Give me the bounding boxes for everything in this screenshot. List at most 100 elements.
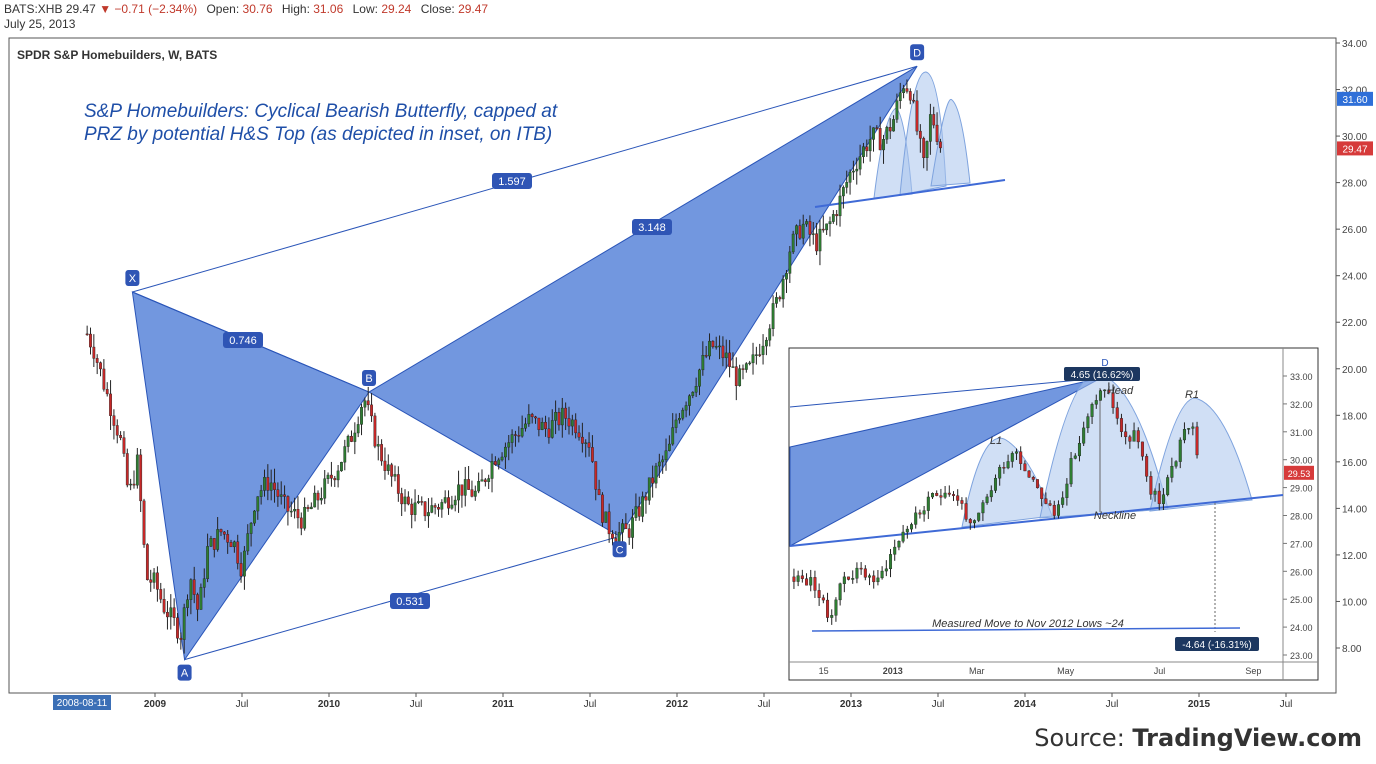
candle-body	[838, 583, 842, 601]
inset-x-tick-label: Mar	[969, 666, 985, 676]
candle-body	[875, 127, 879, 129]
candle-body	[564, 407, 568, 419]
x-tick-label: Jul	[932, 699, 945, 710]
candle-body	[577, 432, 581, 438]
candle-body	[862, 146, 865, 157]
candle-body	[634, 506, 638, 518]
candle-body	[547, 428, 551, 438]
last-price: 29.47	[65, 2, 96, 16]
pattern-point-label: B	[365, 373, 372, 385]
candle-body	[811, 233, 815, 235]
y-tick-label: 14.00	[1342, 504, 1367, 515]
chart-title: SPDR S&P Homebuilders, W, BATS	[17, 48, 217, 62]
candle-body	[868, 575, 872, 578]
candle-body	[898, 92, 902, 102]
candle-body	[199, 587, 203, 610]
x-tick-label: Jul	[410, 699, 423, 710]
candle-body	[641, 496, 645, 517]
candle-body	[758, 354, 762, 356]
candle-body	[500, 456, 504, 461]
ratio-label: 3.148	[638, 222, 666, 234]
candle-body	[808, 221, 812, 235]
candle-body	[977, 512, 981, 521]
candle-body	[202, 578, 206, 588]
candle-body	[985, 496, 989, 503]
candle-body	[587, 442, 591, 448]
candle-body	[711, 340, 715, 347]
candle-body	[350, 435, 353, 442]
x-tick-label: 2013	[840, 699, 863, 710]
price-badge	[1337, 141, 1373, 156]
candle-body	[1065, 483, 1069, 498]
candle-body	[145, 544, 149, 581]
candle-body	[376, 444, 380, 447]
candle-body	[383, 460, 387, 471]
candle-body	[1124, 431, 1128, 438]
candle-body	[524, 423, 527, 429]
candle-body	[229, 542, 233, 548]
source-name: TradingView.com	[1132, 724, 1362, 752]
candle-body	[390, 464, 394, 477]
inset-x-tick-label: Sep	[1245, 666, 1261, 676]
candle-body	[584, 442, 588, 444]
candle-body	[968, 519, 972, 524]
candle-body	[330, 474, 333, 479]
left-shoulder-label: L1	[990, 435, 1002, 447]
candle-body	[964, 503, 968, 520]
candle-body	[614, 538, 618, 542]
candle-body	[1094, 400, 1098, 405]
inset-y-tick-label: 28.00	[1290, 512, 1313, 522]
candle-body	[1107, 389, 1111, 393]
candle-body	[826, 599, 830, 618]
candle-body	[460, 484, 464, 496]
candle-body	[293, 509, 297, 512]
candle-body	[507, 442, 511, 448]
inset-right-shoulder	[1149, 397, 1253, 512]
candle-body	[162, 599, 166, 613]
candle-body	[85, 333, 89, 336]
candle-body	[386, 464, 390, 471]
candle-body	[319, 498, 323, 501]
candle-body	[1098, 390, 1102, 401]
candle-body	[744, 363, 748, 370]
candle-body	[604, 511, 608, 523]
candle-body	[343, 446, 347, 463]
candle-body	[751, 354, 755, 364]
candle-body	[283, 494, 286, 497]
target-line	[811, 627, 1241, 632]
candle-body	[514, 434, 517, 436]
start-date-badge	[53, 695, 111, 710]
candle-body	[947, 492, 951, 495]
pattern-point-label: X	[129, 273, 137, 285]
candle-body	[463, 479, 467, 496]
candle-body	[624, 523, 628, 529]
candle-body	[420, 501, 424, 503]
candle-body	[654, 465, 658, 484]
candle-body	[792, 576, 796, 582]
candle-body	[259, 490, 263, 497]
inset-y-tick-label: 31.00	[1290, 428, 1313, 438]
candle-body	[931, 493, 935, 498]
candle-body	[981, 502, 985, 514]
candle-body	[671, 427, 675, 445]
main-neckline	[814, 179, 1006, 208]
candle-body	[527, 414, 531, 425]
candle-body	[1056, 504, 1060, 516]
y-tick-label: 28.00	[1342, 179, 1367, 190]
candle-body	[943, 492, 947, 498]
candle-body	[817, 590, 821, 598]
candle-body	[450, 504, 454, 509]
candle-body	[1090, 404, 1094, 417]
candle-body	[915, 100, 919, 132]
candle-body	[591, 447, 594, 462]
candle-body	[1174, 461, 1178, 467]
candle-body	[865, 146, 869, 152]
candle-body	[1115, 407, 1119, 419]
source-credit: Source: TradingView.com	[1034, 724, 1362, 752]
candle-body	[303, 506, 307, 529]
x-tick-label: 2009	[144, 699, 167, 710]
d-move-badge	[1064, 367, 1140, 381]
candle-body	[139, 454, 143, 502]
candle-body	[597, 489, 601, 496]
hs-top-overlay	[814, 71, 1006, 208]
